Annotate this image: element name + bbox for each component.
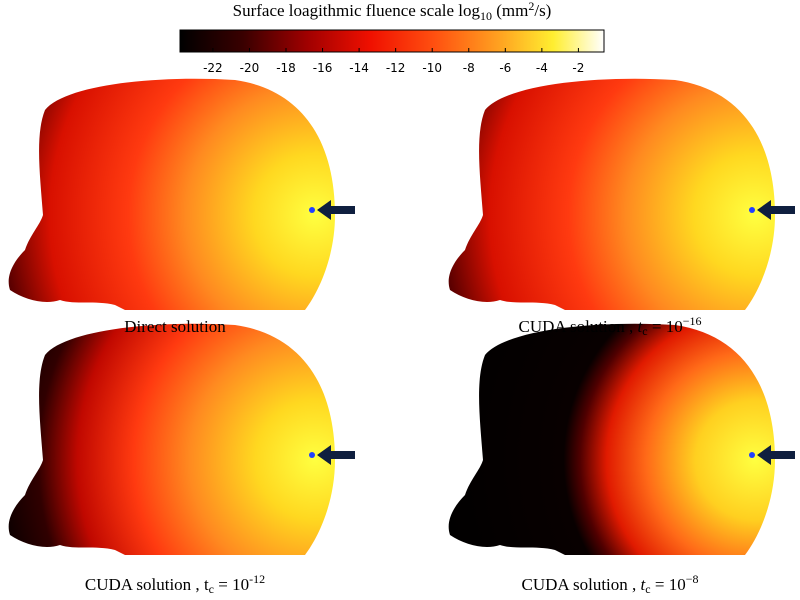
caption-relation: = 10: [651, 575, 686, 594]
caption-relation: = 10: [648, 317, 683, 336]
source-point: [749, 207, 755, 213]
caption-exponent: −16: [683, 314, 702, 328]
tick-label: -22: [203, 61, 223, 75]
caption: CUDA solution , tc = 10−8: [522, 572, 699, 596]
head-map: [448, 323, 775, 555]
tick-label: -10: [422, 61, 442, 75]
caption-relation: = 10: [214, 575, 249, 594]
tick-label: -4: [536, 61, 548, 75]
caption-exponent: -12: [249, 572, 265, 586]
panel: [8, 78, 355, 310]
caption-param: t: [641, 575, 647, 594]
caption-param-sub: c: [209, 582, 214, 596]
title-unit: (mm: [492, 1, 528, 20]
tick-label: -18: [276, 61, 296, 75]
source-point: [309, 207, 315, 213]
title-superscript: 2: [528, 0, 534, 13]
caption-text: Direct solution: [124, 317, 226, 336]
caption-param-sub: c: [642, 324, 647, 338]
caption-text: CUDA solution ,: [519, 317, 638, 336]
tick-label: -8: [463, 61, 475, 75]
panel: [8, 323, 355, 555]
arrow: [757, 445, 795, 465]
caption-param: t: [638, 317, 644, 336]
title-unit: /s): [534, 1, 551, 20]
head-map: [8, 323, 335, 555]
source-point: [309, 452, 315, 458]
source-point: [749, 452, 755, 458]
colorbar-title: Surface loagithmic fluence scale log10 (…: [233, 0, 552, 23]
title-subscript: 10: [480, 9, 492, 23]
caption-text: CUDA solution ,: [522, 575, 641, 594]
colorbar: [179, 29, 605, 53]
arrow: [757, 200, 795, 220]
arrow: [317, 445, 355, 465]
caption-exponent: −8: [686, 572, 699, 586]
caption: CUDA solution , tc = 10-12: [85, 572, 265, 596]
head-map: [8, 78, 335, 310]
tick-label: -6: [499, 61, 511, 75]
tick-label: -20: [240, 61, 260, 75]
head-map: [448, 78, 775, 310]
tick-label: -2: [572, 61, 584, 75]
title-text: Surface loagithmic fluence scale log: [233, 1, 481, 20]
caption-text: CUDA solution ,: [85, 575, 204, 594]
caption-param-sub: c: [645, 582, 650, 596]
tick-label: -12: [386, 61, 406, 75]
tick-label: -14: [349, 61, 369, 75]
caption-param: t: [204, 575, 209, 594]
panel: [448, 78, 795, 310]
panel: [448, 323, 795, 555]
caption: Direct solution: [124, 317, 226, 336]
tick-label: -16: [313, 61, 333, 75]
caption: CUDA solution , tc = 10−16: [519, 314, 702, 338]
arrow: [317, 200, 355, 220]
